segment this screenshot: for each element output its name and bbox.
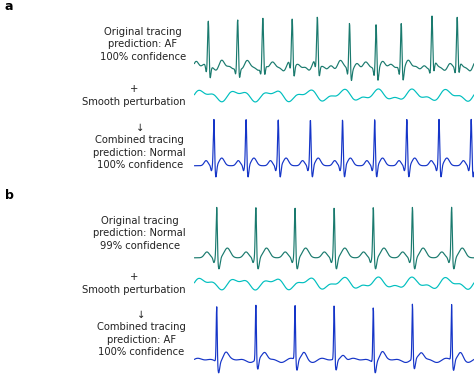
Text: Original tracing
prediction: AF
100% confidence: Original tracing prediction: AF 100% con… (100, 27, 186, 62)
Text: ↓
Combined tracing
prediction: AF
100% confidence: ↓ Combined tracing prediction: AF 100% c… (97, 310, 186, 357)
Text: +
Smooth perturbation: + Smooth perturbation (82, 272, 186, 295)
Text: Original tracing
prediction: Normal
99% confidence: Original tracing prediction: Normal 99% … (93, 216, 186, 251)
Text: +
Smooth perturbation: + Smooth perturbation (82, 84, 186, 107)
Text: ↓
Combined tracing
prediction: Normal
100% confidence: ↓ Combined tracing prediction: Normal 10… (93, 123, 186, 170)
Text: b: b (5, 189, 14, 202)
Text: a: a (5, 0, 13, 13)
